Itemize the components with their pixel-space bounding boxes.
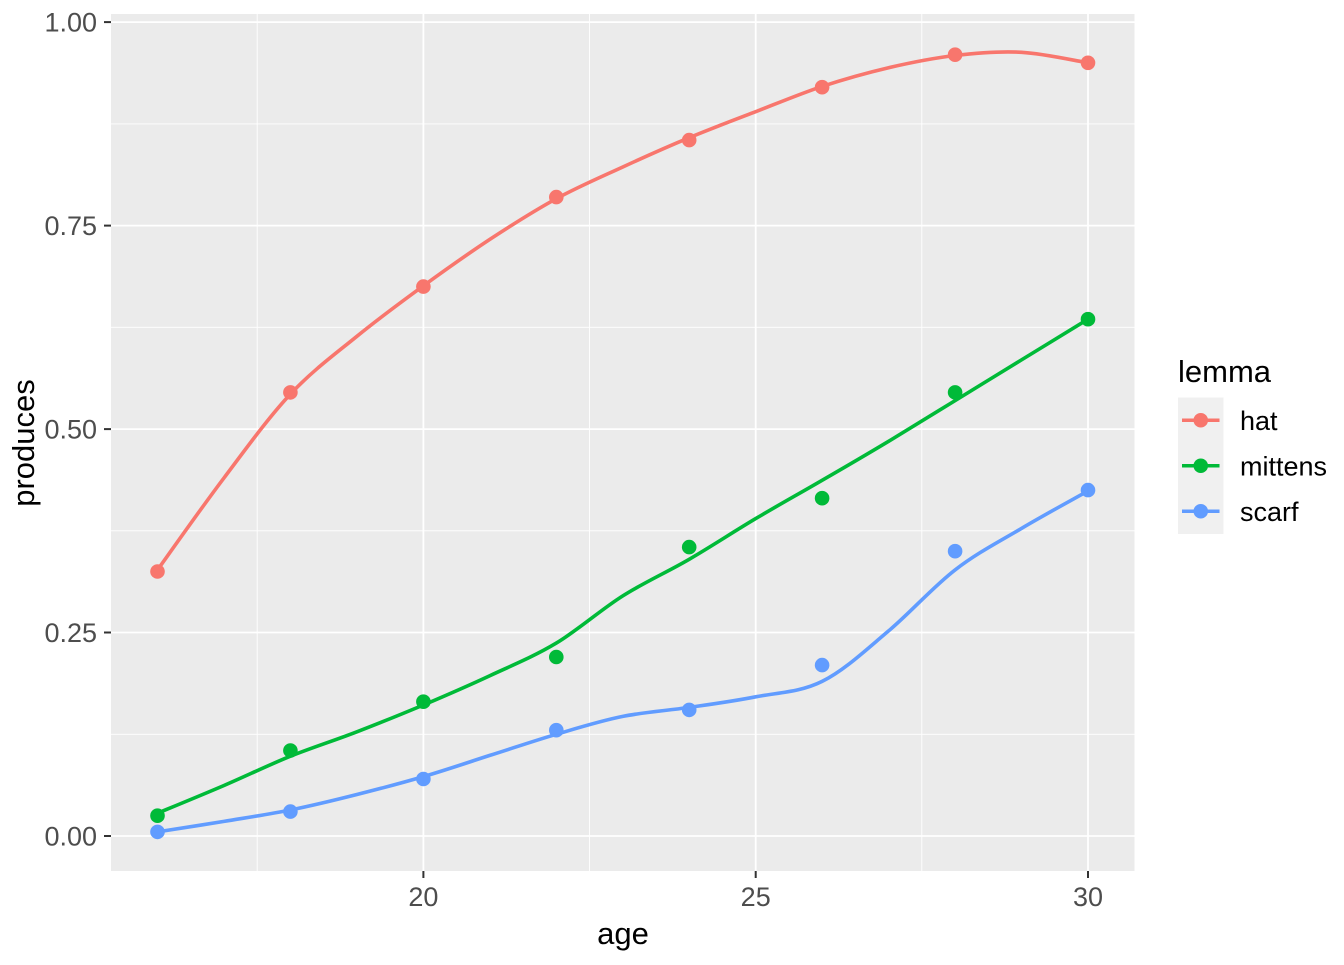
legend-title: lemma [1178,354,1272,389]
hat-point [549,189,564,205]
mittens-trend-line [156,317,1089,815]
mittens-point [416,694,431,709]
y-tick-label: 1.00 [44,8,97,38]
scarf-point [150,824,165,840]
data-series [150,47,1096,840]
axes: 20 25 30 0.00 0.25 0.50 0.75 1.00 [44,8,1103,912]
x-tick-label: 20 [408,882,438,912]
y-tick-label: 0.25 [44,618,97,648]
x-axis-title: age [597,916,649,951]
legend-label-hat: hat [1240,406,1278,436]
legend-label-scarf: scarf [1240,497,1299,527]
y-tick-label: 0.00 [44,822,97,852]
scarf-point [681,702,697,718]
y-axis-title: produces [6,379,41,507]
scarf-point [947,543,963,559]
scarf-trend-line [157,489,1089,834]
legend-key-point-hat [1193,412,1209,428]
hat-point [283,385,298,400]
hat-point [681,132,697,148]
legend-key-point-scarf [1193,503,1209,519]
y-tick-label: 0.50 [44,415,97,445]
hat-point [814,79,830,95]
legend-key-point-mittens [1193,458,1209,474]
mittens-point [150,808,165,823]
scarf-point [549,722,564,738]
legend-keys: hat mittens scarf [1178,397,1327,534]
hat-point [150,564,165,579]
panel-background [111,14,1135,871]
mittens-point [283,743,298,758]
y-tick-label: 0.75 [44,211,97,241]
plot-panel [111,14,1135,871]
scarf-point [814,657,830,673]
mittens-point [549,649,564,665]
scarf-point [1080,482,1096,498]
hat-point [947,47,963,62]
mittens-point [681,539,697,555]
scarf-point [416,771,431,787]
hat-point [1080,55,1096,71]
legend: lemma hat mittens scarf [1178,354,1327,534]
mittens-point [1080,311,1096,327]
mittens-point [814,490,830,506]
x-tick-label: 25 [741,882,771,912]
hat-point [416,279,431,294]
mittens-point [947,385,963,400]
x-tick-label: 30 [1073,882,1103,912]
scarf-point [283,804,298,819]
legend-label-mittens: mittens [1240,451,1327,481]
